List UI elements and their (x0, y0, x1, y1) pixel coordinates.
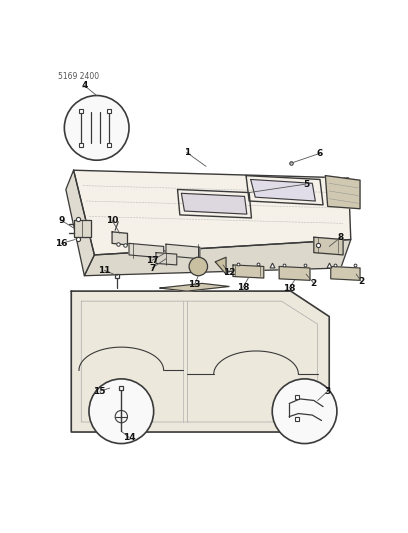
Polygon shape (73, 220, 91, 237)
Polygon shape (84, 239, 351, 276)
Text: 18: 18 (237, 283, 249, 292)
Text: 7: 7 (149, 263, 155, 272)
Text: 8: 8 (338, 233, 344, 241)
Circle shape (189, 257, 208, 276)
Polygon shape (279, 266, 310, 280)
Text: 5: 5 (303, 180, 309, 189)
Polygon shape (156, 253, 177, 265)
Polygon shape (182, 193, 247, 214)
Polygon shape (71, 291, 329, 432)
Text: 14: 14 (123, 433, 135, 442)
Text: 6: 6 (317, 149, 323, 158)
Polygon shape (129, 244, 164, 258)
Text: 11: 11 (98, 266, 111, 275)
Polygon shape (325, 175, 360, 209)
Text: 18: 18 (283, 284, 295, 293)
Circle shape (272, 379, 337, 443)
Polygon shape (331, 266, 360, 280)
Circle shape (64, 95, 129, 160)
Polygon shape (215, 257, 226, 274)
Polygon shape (166, 244, 200, 259)
Polygon shape (233, 265, 264, 278)
Text: 12: 12 (223, 268, 235, 277)
Text: 10: 10 (106, 216, 118, 225)
Text: 16: 16 (55, 239, 67, 248)
Text: 15: 15 (93, 387, 106, 395)
Text: 2: 2 (311, 279, 317, 288)
Text: 3: 3 (324, 387, 331, 395)
Polygon shape (112, 232, 127, 245)
Text: 4: 4 (81, 81, 88, 90)
Circle shape (89, 379, 154, 443)
Text: 1: 1 (184, 148, 190, 157)
Text: 5169 2400: 5169 2400 (58, 71, 99, 80)
Polygon shape (73, 170, 351, 255)
Text: 9: 9 (58, 216, 64, 225)
Text: 2: 2 (359, 277, 365, 286)
Text: 13: 13 (188, 280, 201, 289)
Text: 17: 17 (146, 256, 158, 265)
Polygon shape (160, 284, 229, 291)
Polygon shape (251, 180, 315, 201)
Polygon shape (314, 237, 343, 255)
Polygon shape (66, 170, 94, 276)
